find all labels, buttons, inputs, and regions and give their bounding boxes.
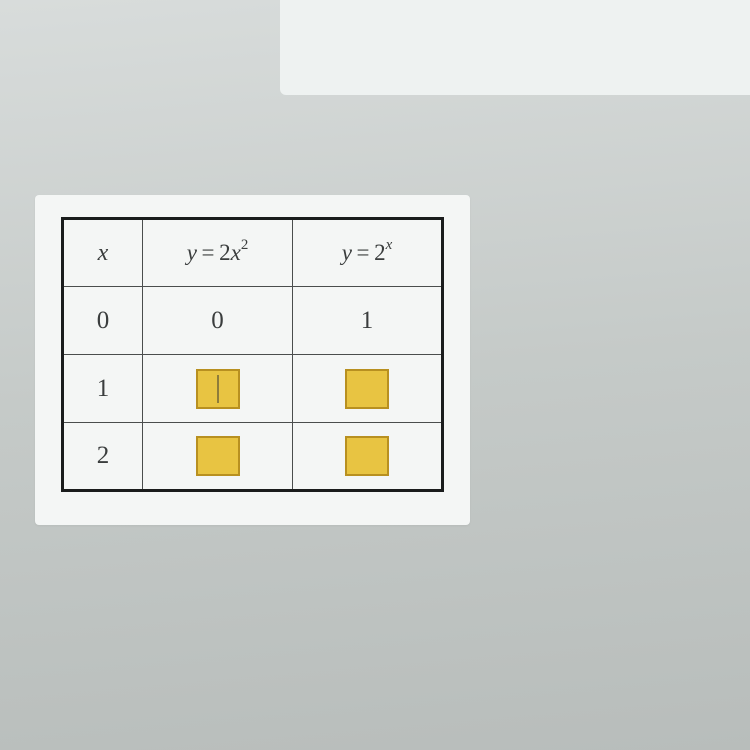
- header-x-label: x: [98, 240, 109, 266]
- header-y2: y = 2x: [293, 219, 443, 287]
- answer-input-y1-2[interactable]: [196, 436, 240, 476]
- answer-input-y2-2[interactable]: [345, 436, 389, 476]
- table-container: x y = 2x2 y = 2x 0 0 1: [35, 195, 470, 525]
- cell-x-2: 2: [63, 423, 143, 491]
- table-row: 1: [63, 355, 443, 423]
- header-y1-equation: y = 2x2: [187, 240, 249, 265]
- answer-input-y2-1[interactable]: [345, 369, 389, 409]
- header-y2-equation: y = 2x: [342, 240, 393, 265]
- cell-y2-2[interactable]: [293, 423, 443, 491]
- table-row: 2: [63, 423, 443, 491]
- cell-x-1: 1: [63, 355, 143, 423]
- cell-x-0: 0: [63, 287, 143, 355]
- text-cursor: [217, 375, 218, 403]
- top-panel: [280, 0, 750, 95]
- table-row: 0 0 1: [63, 287, 443, 355]
- header-x: x: [63, 219, 143, 287]
- header-y1: y = 2x2: [143, 219, 293, 287]
- function-table: x y = 2x2 y = 2x 0 0 1: [61, 217, 444, 492]
- table-body: 0 0 1 1 2: [63, 287, 443, 491]
- header-row: x y = 2x2 y = 2x: [63, 219, 443, 287]
- cell-y2-0: 1: [293, 287, 443, 355]
- cell-y2-1[interactable]: [293, 355, 443, 423]
- cell-y1-0: 0: [143, 287, 293, 355]
- cell-y1-2[interactable]: [143, 423, 293, 491]
- cell-y1-1[interactable]: [143, 355, 293, 423]
